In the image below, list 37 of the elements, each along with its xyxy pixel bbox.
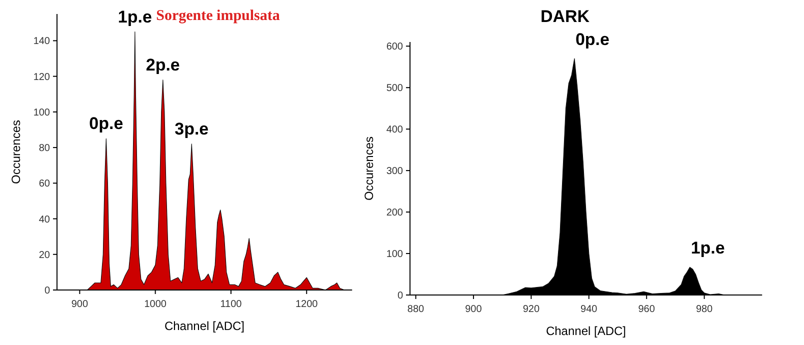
chart-title: Sorgente impulsata — [156, 8, 280, 24]
y-tick-label: 0 — [44, 286, 50, 296]
y-tick-label: 100 — [33, 107, 50, 118]
annotation: 0p.e — [89, 114, 124, 134]
y-tick-label: 80 — [38, 143, 50, 154]
y-tick-label: 100 — [386, 249, 404, 260]
y-tick-label: 40 — [38, 214, 50, 226]
annotation: 1p.e — [690, 238, 725, 258]
x-axis-title: Channel [ADC] — [546, 324, 626, 338]
x-tick-label: 960 — [638, 304, 656, 315]
y-tick-label: 500 — [386, 83, 404, 94]
y-tick-label: 20 — [38, 250, 50, 261]
x-tick-label: 940 — [580, 304, 598, 315]
annotation: 0p.e — [575, 30, 610, 50]
y-tick-label: 140 — [33, 36, 50, 48]
y-tick-label: 200 — [386, 208, 404, 219]
x-tick-label: 1200 — [295, 299, 318, 310]
y-tick-label: 400 — [386, 124, 404, 136]
x-tick-label: 1000 — [144, 299, 167, 310]
chart-title: DARK — [540, 7, 590, 26]
y-tick-label: 600 — [386, 42, 404, 53]
x-tick-label: 1100 — [220, 299, 242, 310]
y-axis-title: Occurences — [362, 136, 376, 201]
x-tick-label: 880 — [407, 304, 425, 315]
x-axis-title: Channel [ADC] — [164, 319, 245, 333]
y-tick-label: 0 — [397, 290, 404, 302]
annotation: 2p.e — [146, 55, 180, 74]
y-tick-label: 300 — [386, 166, 404, 178]
x-tick-label: 920 — [522, 304, 540, 315]
y-axis-title: Occurences — [9, 120, 23, 184]
y-tick-label: 60 — [38, 178, 50, 190]
x-tick-label: 900 — [465, 304, 482, 315]
annotation: 1p.e — [118, 7, 152, 26]
x-tick-label: 980 — [696, 304, 714, 315]
annotation: 3p.e — [174, 119, 209, 138]
y-tick-label: 120 — [33, 72, 50, 83]
x-tick-label: 900 — [71, 299, 88, 310]
